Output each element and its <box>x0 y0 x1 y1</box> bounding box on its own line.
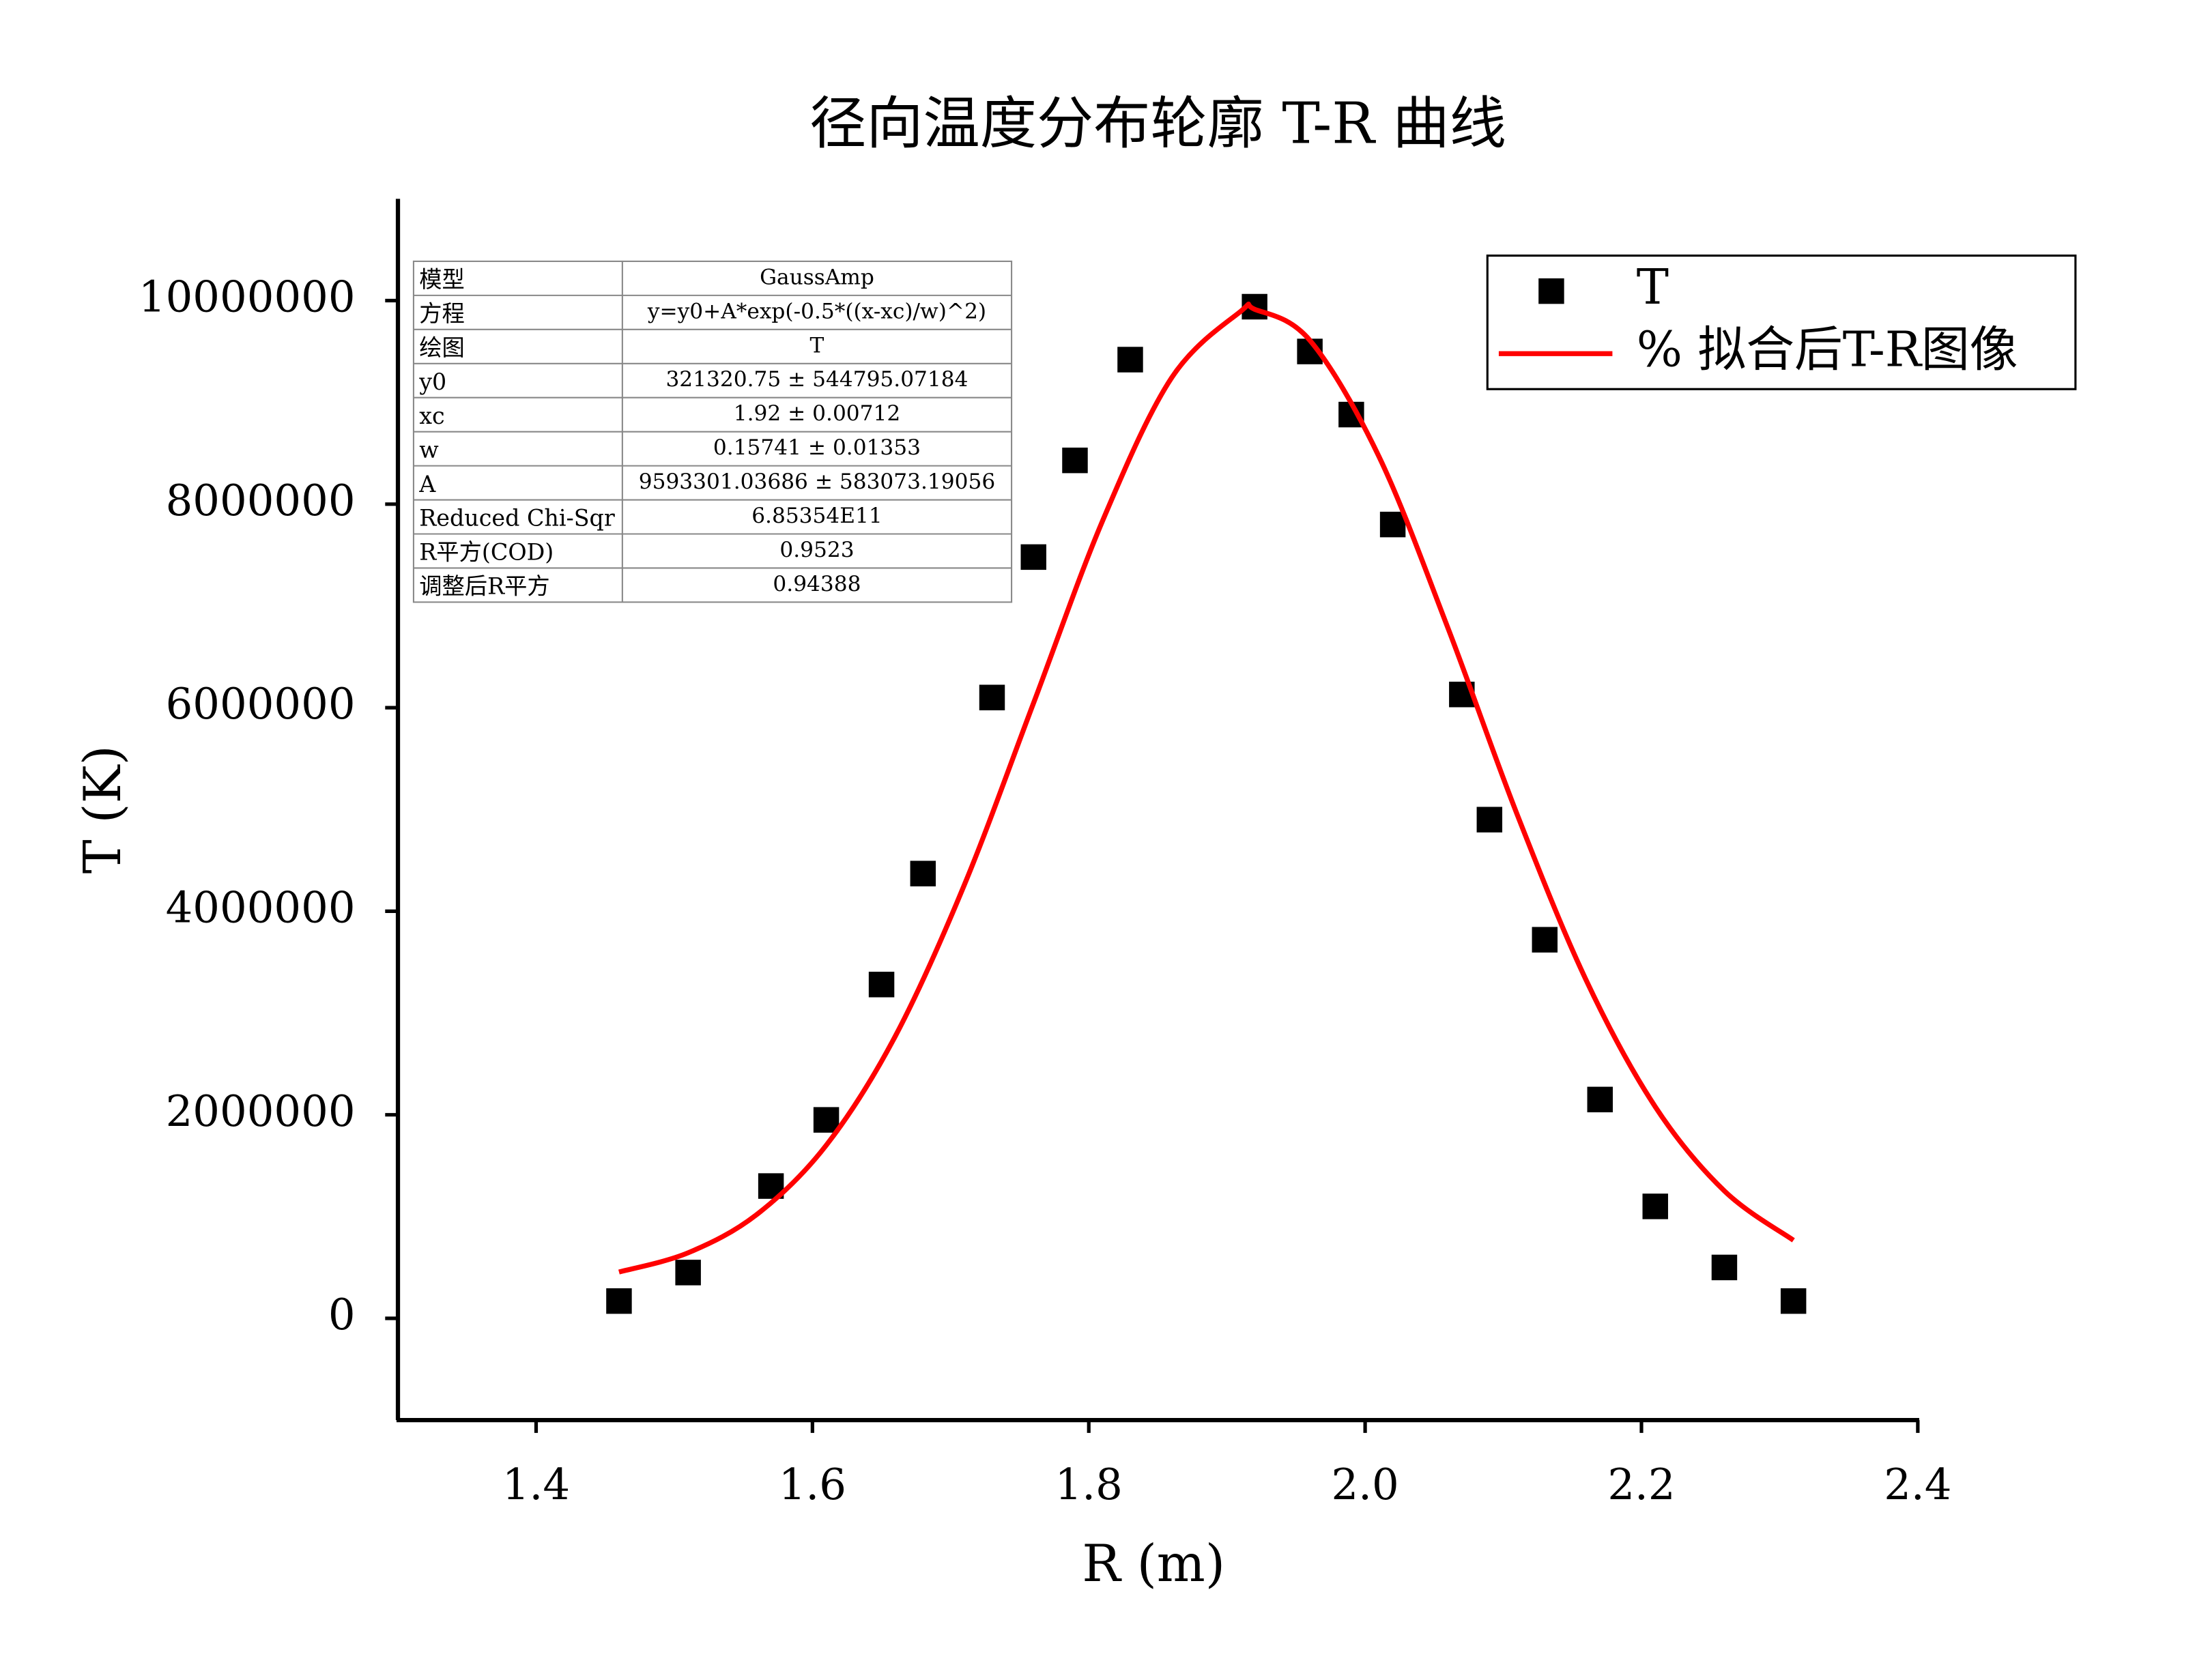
y-tick-label: 10000000 <box>139 272 356 322</box>
chart-title: 径向温度分布轮廓 T-R 曲线 <box>809 90 1506 156</box>
fit-table-key: 调整后R平方 <box>419 573 549 600</box>
x-axis-label: R (m) <box>1082 1533 1225 1593</box>
scatter-point <box>1062 447 1088 474</box>
x-tick-label: 2.2 <box>1607 1460 1675 1509</box>
fit-table-key: y0 <box>418 368 446 395</box>
x-tick-label: 1.8 <box>1055 1460 1123 1509</box>
fit-table-value: GaussAmp <box>760 265 874 289</box>
y-tick-label: 2000000 <box>166 1086 356 1136</box>
fit-table-value: 321320.75 ± 544795.07184 <box>665 367 968 392</box>
fit-table-value: 9593301.03686 ± 583073.19056 <box>639 469 995 494</box>
legend-label: % 拟合后T-R图像 <box>1637 321 2018 378</box>
legend-marker <box>1538 278 1564 304</box>
scatter-point <box>1020 544 1046 570</box>
y-axis-label: T (K) <box>72 745 132 873</box>
fit-line <box>618 302 1795 1275</box>
fit-table-key: xc <box>419 403 444 429</box>
legend-label: T <box>1637 259 1669 315</box>
fit-table-value: 6.85354E11 <box>751 504 883 528</box>
scatter-point <box>1642 1193 1668 1219</box>
fit-table-key: Reduced Chi-Sqr <box>419 505 615 532</box>
y-tick-label: 4000000 <box>166 883 356 933</box>
fit-table-value: 1.92 ± 0.00712 <box>734 401 901 426</box>
fit-table-key: w <box>419 437 439 463</box>
legend-box <box>1486 255 2077 390</box>
x-tick-label: 1.4 <box>502 1460 570 1509</box>
scatter-point <box>1532 927 1558 953</box>
scatter-point <box>1379 511 1406 538</box>
fit-table-value: 0.9523 <box>779 538 854 562</box>
fit-table-value: T <box>810 333 824 358</box>
scatter-point <box>1780 1288 1807 1314</box>
fit-table-value: 0.15741 ± 0.01353 <box>713 435 921 460</box>
x-tick-label: 1.6 <box>779 1460 846 1509</box>
scatter-point <box>1587 1086 1613 1113</box>
scatter-point <box>979 684 1005 710</box>
scatter-point <box>675 1260 701 1286</box>
x-tick-label: 2.4 <box>1884 1460 1951 1509</box>
fit-table-key: 方程 <box>419 300 465 327</box>
fit-table-key: 模型 <box>419 266 465 293</box>
y-tick-label: 8000000 <box>166 476 356 525</box>
scatter-point <box>1117 347 1143 373</box>
y-tick-label: 6000000 <box>166 679 356 729</box>
scatter-point <box>606 1288 632 1314</box>
scatter-point <box>910 860 936 886</box>
scatter-point <box>1476 807 1503 832</box>
x-tick-label: 2.0 <box>1331 1460 1398 1509</box>
fit-table-key: 绘图 <box>419 334 465 361</box>
fit-table-key: A <box>418 471 436 497</box>
scatter-point <box>813 1107 840 1133</box>
scatter-point <box>1711 1254 1738 1281</box>
fit-table-value: y=y0+A*exp(-0.5*((x-xc)/w)^2) <box>647 299 986 323</box>
fit-table-value: 0.94388 <box>773 572 861 596</box>
fit-table-key: R平方(COD) <box>419 539 554 566</box>
y-tick-label: 0 <box>328 1290 356 1339</box>
scatter-point <box>868 972 895 998</box>
